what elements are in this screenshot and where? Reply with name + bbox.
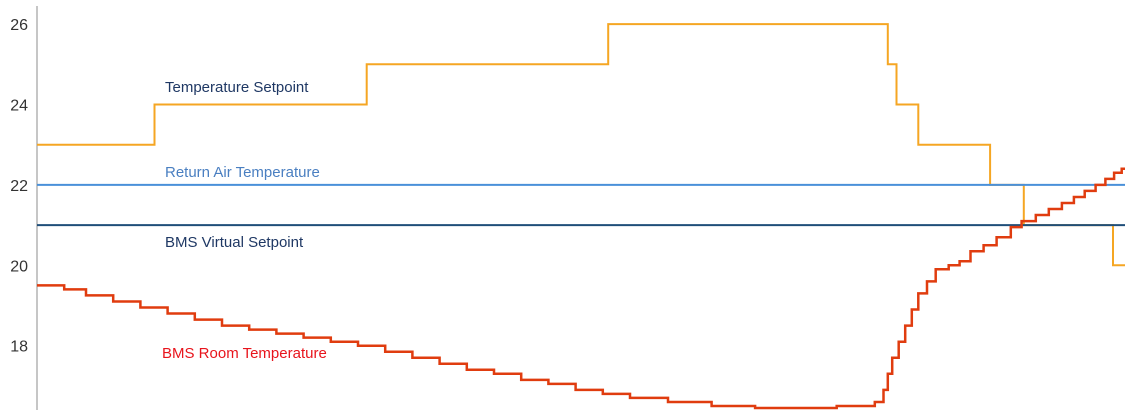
series-line-bms-room-temperature <box>37 167 1125 410</box>
label-return-air-temperature: Return Air Temperature <box>165 164 320 181</box>
tick-label-20: 20 <box>10 258 28 275</box>
tick-label-22: 22 <box>10 178 28 195</box>
label-bms-virtual-setpoint: BMS Virtual Setpoint <box>165 234 304 251</box>
tick-label-18: 18 <box>10 339 28 356</box>
tick-label-24: 24 <box>10 98 28 115</box>
series-line-temperature-setpoint <box>37 23 1125 267</box>
tick-label-26: 26 <box>10 17 28 34</box>
label-temperature-setpoint: Temperature Setpoint <box>165 79 309 96</box>
label-bms-room-temperature: BMS Room Temperature <box>162 345 327 362</box>
